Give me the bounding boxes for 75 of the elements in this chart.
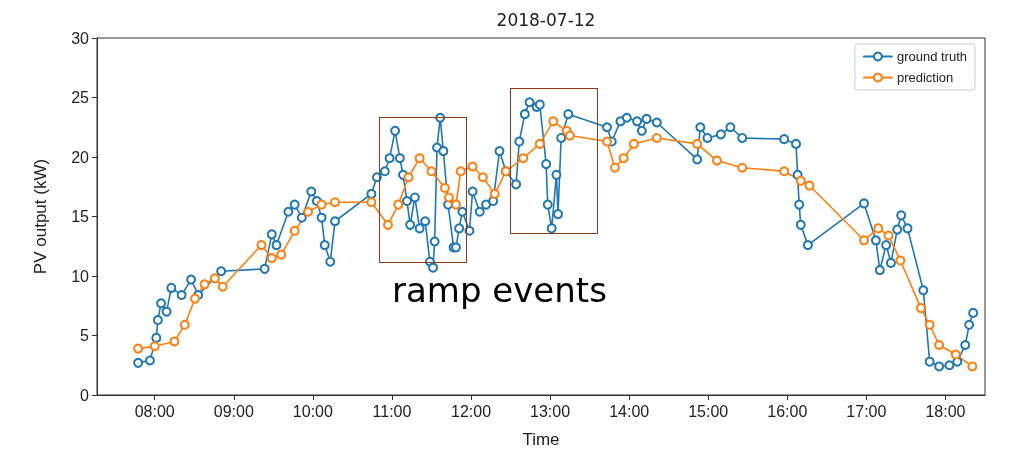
point <box>439 182 450 193</box>
x-tick-label: 15:00 <box>688 402 729 420</box>
point <box>316 199 327 210</box>
x-tick-label: 14:00 <box>609 402 650 420</box>
point <box>489 188 500 199</box>
x-tick-label: 09:00 <box>213 402 254 420</box>
point <box>602 136 613 147</box>
x-tick-label: 18:00 <box>925 402 966 420</box>
x-tick-label: 17:00 <box>846 402 887 420</box>
x-tick-label: 08:00 <box>134 402 175 420</box>
y-tick-label: 0 <box>80 386 90 404</box>
point <box>383 219 393 230</box>
x-tick-label: 11:00 <box>372 402 412 420</box>
point <box>618 153 629 164</box>
point <box>895 255 906 266</box>
y-tick-label: 25 <box>71 89 90 106</box>
point <box>199 279 210 290</box>
point <box>169 336 180 347</box>
point <box>915 303 926 314</box>
point <box>303 206 314 217</box>
point <box>477 172 488 183</box>
point <box>518 153 529 164</box>
point <box>209 273 220 284</box>
point <box>414 153 425 164</box>
point <box>883 230 894 241</box>
point <box>804 180 815 191</box>
point <box>266 253 277 264</box>
x-tick-label: 10:00 <box>292 402 333 420</box>
annotation: ramp events <box>392 270 607 310</box>
legend-label: prediction <box>896 70 954 85</box>
point <box>934 340 945 351</box>
point <box>330 197 341 208</box>
point <box>289 225 300 236</box>
point <box>628 138 639 149</box>
point <box>950 349 961 360</box>
point <box>426 166 437 177</box>
point <box>179 319 190 330</box>
point <box>795 175 806 186</box>
y-tick-label: 5 <box>80 327 90 344</box>
x-tick-label: 16:00 <box>767 402 808 420</box>
chart-title: 2018-07-12 <box>496 9 596 30</box>
point <box>393 199 404 210</box>
point <box>217 281 228 292</box>
y-tick-label: 20 <box>71 148 90 166</box>
x-tick-label: 12:00 <box>451 402 492 420</box>
point <box>443 192 454 203</box>
point <box>133 343 144 354</box>
point <box>779 166 790 177</box>
point <box>564 130 575 141</box>
legend-label: ground truth <box>896 49 968 64</box>
point <box>455 166 466 177</box>
point <box>737 162 748 173</box>
point <box>711 155 722 166</box>
point <box>451 199 461 210</box>
point <box>692 138 703 149</box>
x-axis-title: Time <box>522 430 560 449</box>
point <box>967 361 978 372</box>
point <box>609 162 620 173</box>
point <box>403 172 414 183</box>
y-tick-label: 30 <box>71 29 90 47</box>
point <box>276 249 287 260</box>
point <box>149 341 160 352</box>
point <box>256 240 267 251</box>
point <box>651 132 662 143</box>
point <box>534 138 545 149</box>
point <box>873 223 884 234</box>
point <box>467 161 478 172</box>
point <box>366 197 377 208</box>
point <box>859 235 870 246</box>
y-tick-label: 10 <box>71 267 90 285</box>
x-tick-label: 13:00 <box>530 402 571 420</box>
point <box>548 116 559 127</box>
y-axis-title: PV output (kW) <box>31 158 50 275</box>
y-tick-label: 15 <box>71 208 90 225</box>
point <box>924 319 935 330</box>
